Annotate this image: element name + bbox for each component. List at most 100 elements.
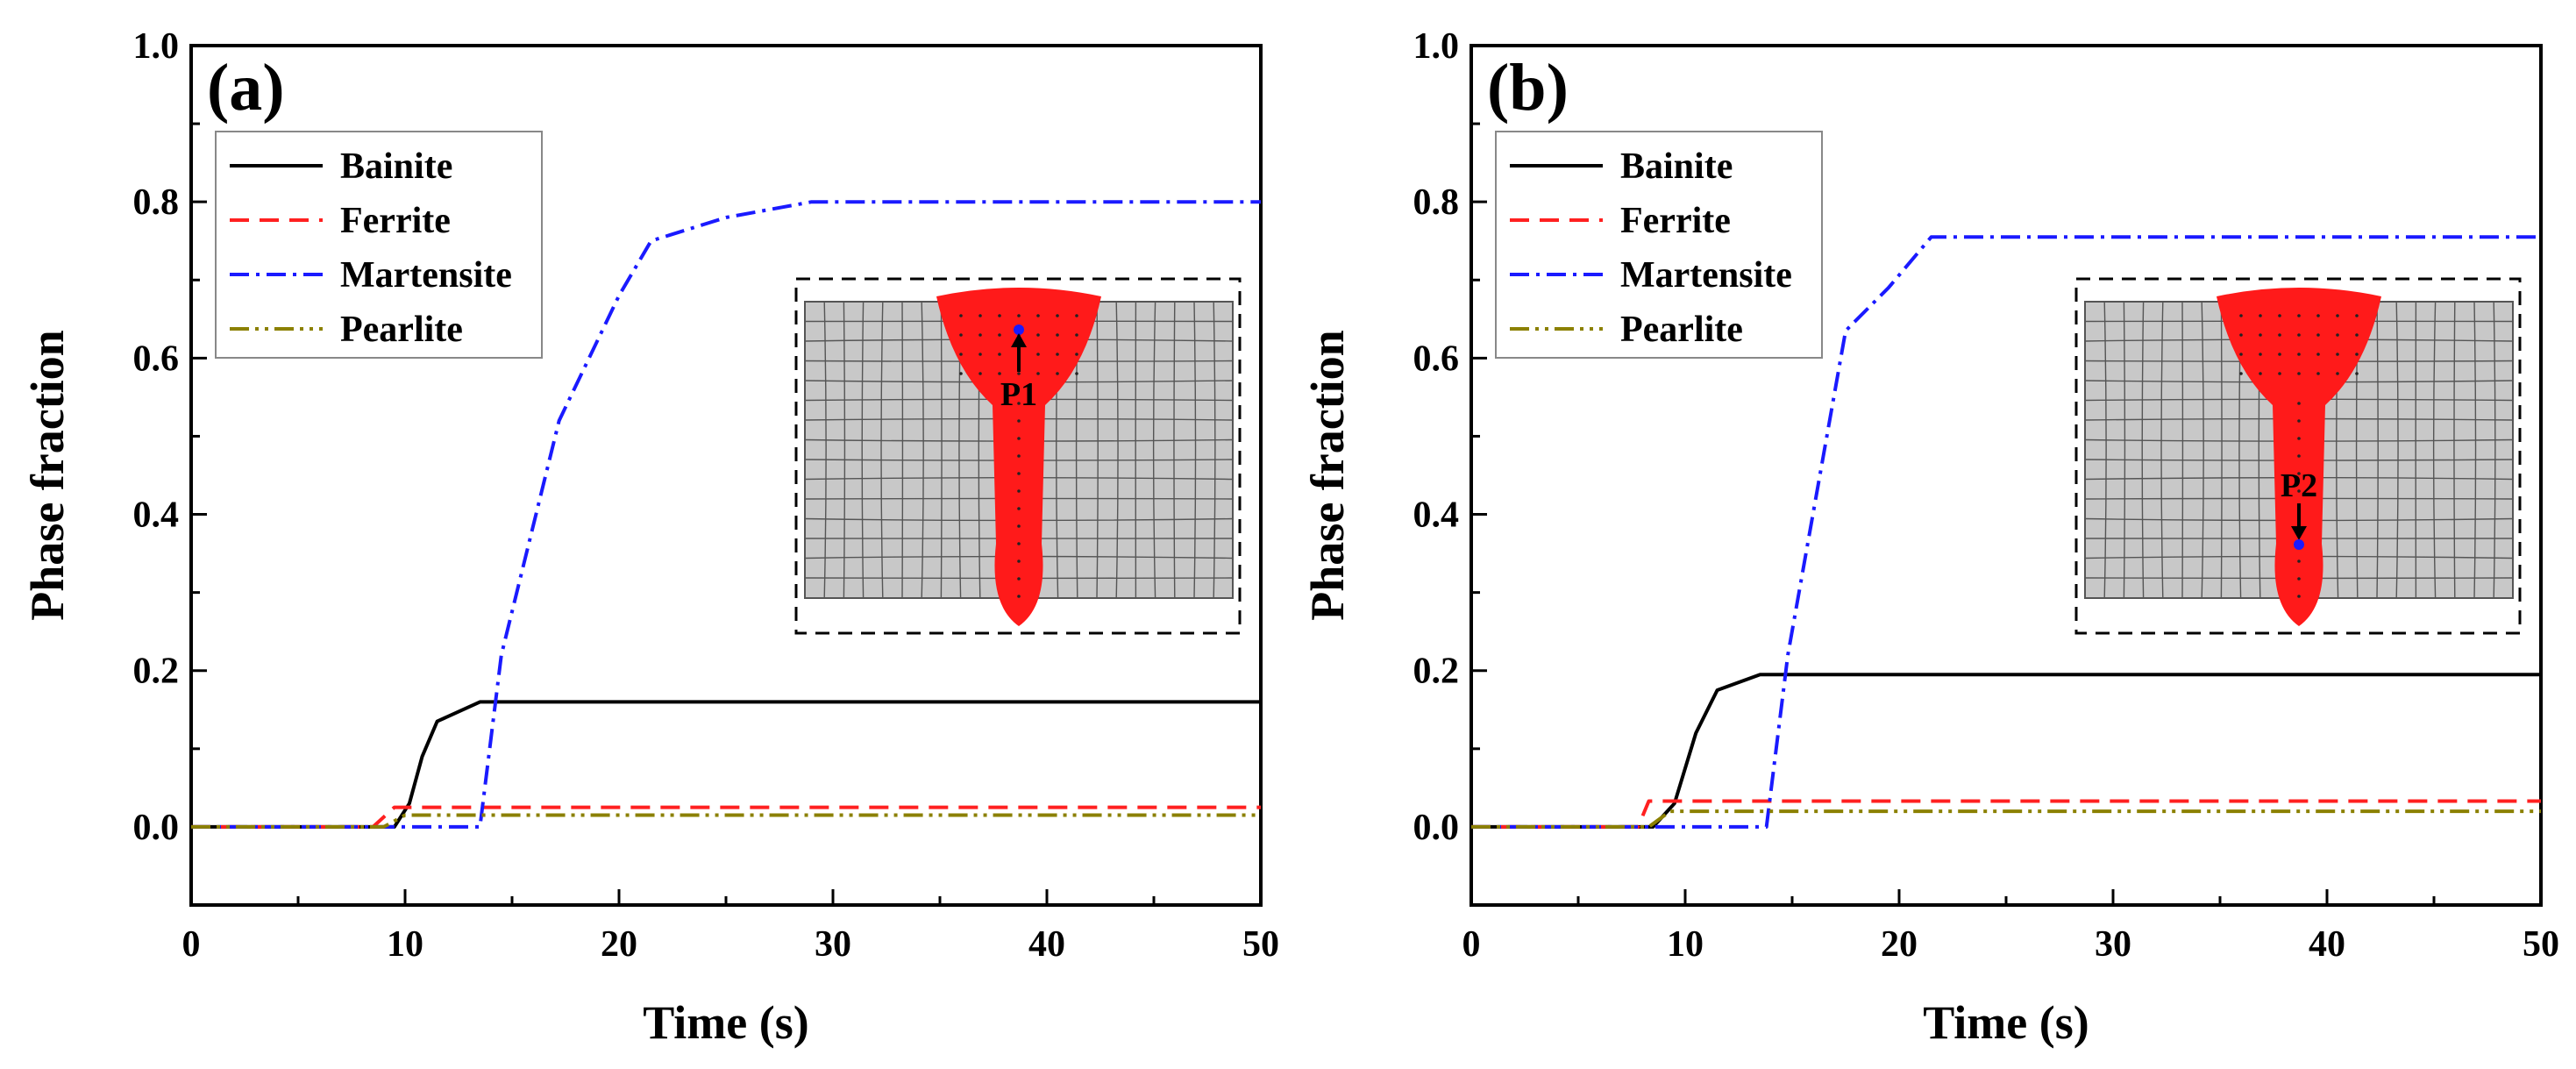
weld-node [2278,372,2281,375]
y-tick-label: 0.6 [133,339,180,379]
probe-arrow-head [2291,526,2307,540]
weld-node [2316,333,2320,337]
weld-node [2259,314,2262,317]
legend-label-martensite: Martensite [340,255,512,296]
weld-node [2316,314,2320,317]
series-line-pearlite [1471,809,2541,829]
weld-node [1017,577,1021,581]
weld-node [2297,314,2301,317]
weld-node [998,372,1001,375]
x-tick-labels: 0 10 20 30 40 50 [1462,924,2560,965]
weld-node [2259,333,2262,337]
probe-label: P2 [2281,467,2317,504]
x-axis-label: Time (s) [1923,996,2089,1049]
weld-node [2259,353,2262,356]
y-tick-label: 0.0 [1413,808,1460,848]
weld-node [1017,507,1021,510]
weld-node [959,353,963,356]
series-layer [191,200,1261,829]
weld-node [1017,542,1021,545]
weld-node [2239,314,2243,317]
panel-label: (a) [207,51,285,125]
weld-node [1036,372,1040,375]
weld-node [1056,314,1059,317]
probe-point-p1 [1014,324,1024,335]
legend-label-bainite: Bainite [340,146,452,187]
y-tick-label: 0.4 [133,495,180,536]
y-tick-label: 1.0 [133,26,180,67]
weld-node [978,333,982,337]
y-tick-label: 0.2 [133,652,180,692]
weld-node [2297,472,2301,475]
mesh-line [921,301,924,599]
legend: Bainite Ferrite Martensite Pearlite [215,131,543,359]
weld-node [1017,559,1021,563]
weld-node [998,314,1001,317]
weld-node [998,353,1001,356]
series-line-martensite [1471,235,2541,829]
y-tick-label: 0.2 [1413,652,1460,692]
weld-node [2297,595,2301,598]
mesh-line [2201,301,2204,599]
legend-label-ferrite: Ferrite [1620,201,1731,241]
weld-node [2259,372,2262,375]
y-tick-labels: 0.0 0.2 0.4 0.6 0.8 1.0 [1413,26,1460,848]
weld-node [2278,353,2281,356]
y-tick-label: 0.0 [133,808,180,848]
x-tick-label: 10 [1667,924,1704,965]
weld-node [978,372,982,375]
y-tick-label: 0.8 [133,182,180,223]
weld-node [1036,333,1040,337]
x-tick-label: 50 [1242,924,1279,965]
y-tick-label: 0.6 [1413,339,1460,379]
series-line-ferrite [1471,799,2541,829]
x-tick-label: 30 [815,924,851,965]
weld-node [1056,372,1059,375]
weld-node [2297,402,2301,405]
weld-node [2297,577,2301,581]
weld-node [2297,489,2301,493]
weld-node [1056,353,1059,356]
weld-node [1017,524,1021,528]
chart-panel-b: 0 10 20 30 40 50 0.0 0.2 0.4 0.6 0.8 1.0 (b) Time … [1301,26,2559,1049]
weld-node [2355,372,2359,375]
x-tick-label: 0 [182,924,201,965]
legend-box [215,131,543,359]
x-tick-label: 20 [601,924,637,965]
chart-panel-a: 0 10 20 30 40 50 0.0 0.2 0.4 0.6 0.8 1.0 (a) Time … [21,26,1279,1049]
x-axis-label: Time (s) [643,996,808,1049]
weld-node [2316,372,2320,375]
series-line-ferrite [191,805,1261,829]
weld-node [1056,333,1059,337]
series-line-bainite [1471,673,2541,829]
weld-node [1075,314,1078,317]
x-tick-label: 30 [2095,924,2131,965]
weld-node [2239,333,2243,337]
weld-node [2336,372,2339,375]
weld-node [978,314,982,317]
weld-node [959,372,963,375]
weld-node [1017,595,1021,598]
weld-node [2278,314,2281,317]
x-tick-label: 50 [2523,924,2559,965]
inset-body: P2 [2084,288,2514,626]
mesh-line [1115,301,1119,599]
weld-node [2316,353,2320,356]
weld-node [959,333,963,337]
series-line-martensite [191,200,1261,829]
x-tick-label: 0 [1462,924,1481,965]
y-axis-label: Phase fraction [1301,330,1354,620]
probe-arrow-head [1011,333,1027,347]
weld-node [2355,314,2359,317]
weld-node [2297,419,2301,423]
weld-node [2278,333,2281,337]
x-tick-label: 40 [1028,924,1065,965]
y-tick-label: 0.8 [1413,182,1460,223]
weld-node [1017,419,1021,423]
weld-node [1017,454,1021,458]
mesh-line [940,301,943,599]
legend-label-bainite: Bainite [1620,146,1733,187]
series-layer [1471,235,2541,829]
y-tick-label: 1.0 [1413,26,1460,67]
